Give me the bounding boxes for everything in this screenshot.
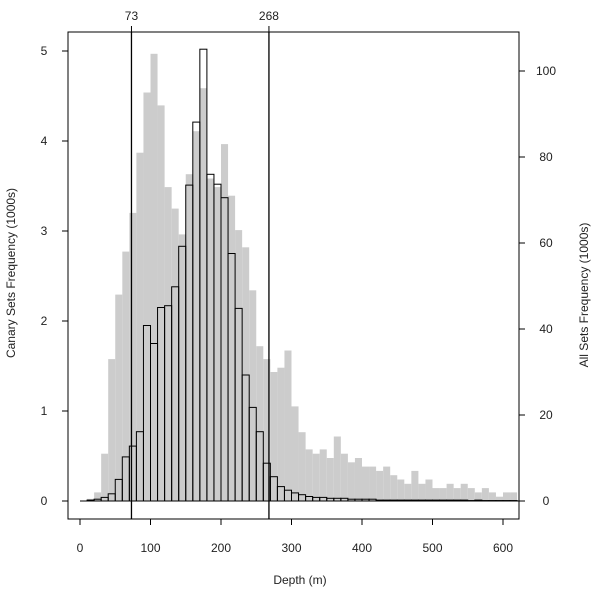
all-sets-bar xyxy=(340,453,348,501)
all-sets-bar xyxy=(418,483,426,501)
all-sets-bar xyxy=(263,359,271,501)
x-tick-label: 500 xyxy=(422,541,442,555)
all-sets-bar xyxy=(369,466,377,501)
reference-lines: 73 268 xyxy=(125,9,279,519)
right-y-tick-label: 60 xyxy=(539,236,553,250)
all-sets-bar xyxy=(481,488,489,501)
all-sets-bar xyxy=(347,462,355,501)
right-y-tick-label: 40 xyxy=(539,322,553,336)
right-y-tick-label: 100 xyxy=(536,64,556,78)
all-sets-bar xyxy=(164,187,172,501)
right-y-axis: 0 20 40 60 80 100 xyxy=(519,64,556,508)
x-axis-title: Depth (m) xyxy=(273,573,326,587)
all-sets-bar xyxy=(206,178,214,501)
right-y-axis-title: All Sets Frequency (1000s) xyxy=(577,223,591,368)
left-y-tick-label: 2 xyxy=(41,314,48,328)
all-sets-bar xyxy=(228,195,236,501)
all-sets-bar xyxy=(291,406,299,501)
all-sets-bar xyxy=(256,346,264,501)
all-sets-bar xyxy=(242,247,250,501)
all-sets-bar xyxy=(178,234,186,501)
all-sets-bar xyxy=(439,488,447,501)
left-y-axis: 0 1 2 3 4 5 xyxy=(41,44,68,508)
all-sets-bar xyxy=(185,174,193,501)
all-sets-bar xyxy=(305,449,313,501)
all-sets-bar xyxy=(425,479,433,501)
right-y-tick-label: 80 xyxy=(539,150,553,164)
all-sets-bar xyxy=(298,432,306,501)
x-axis: 0 100 200 300 400 500 600 xyxy=(77,519,513,555)
all-sets-bar xyxy=(404,483,412,501)
all-sets-bar xyxy=(143,92,151,501)
left-y-tick-label: 5 xyxy=(41,44,48,58)
all-sets-bar xyxy=(488,492,496,501)
all-sets-bars xyxy=(87,53,518,502)
all-sets-bar xyxy=(136,152,144,501)
plot-frame xyxy=(67,31,520,520)
all-sets-bar xyxy=(390,475,398,501)
all-sets-bar xyxy=(249,290,257,501)
all-sets-bar xyxy=(354,458,362,501)
all-sets-bar xyxy=(115,294,123,501)
all-sets-bar xyxy=(503,492,511,501)
all-sets-bar xyxy=(213,187,221,501)
all-sets-bar xyxy=(122,251,130,501)
reference-line-label: 268 xyxy=(259,9,279,23)
all-sets-bar xyxy=(510,492,518,501)
all-sets-bar xyxy=(326,458,334,501)
x-tick-label: 300 xyxy=(281,541,301,555)
reference-line-label: 73 xyxy=(125,9,139,23)
right-y-tick-label: 0 xyxy=(543,494,550,508)
all-sets-bar xyxy=(362,466,370,501)
all-sets-bar xyxy=(199,88,207,501)
all-sets-bar xyxy=(150,53,158,502)
x-tick-label: 600 xyxy=(493,541,513,555)
all-sets-bar xyxy=(319,449,327,501)
all-sets-bar xyxy=(171,208,179,501)
all-sets-bar xyxy=(277,367,285,501)
all-sets-bar xyxy=(495,496,503,501)
left-y-tick-label: 0 xyxy=(41,494,48,508)
all-sets-bar xyxy=(101,453,109,501)
all-sets-bar xyxy=(432,488,440,501)
all-sets-bar xyxy=(411,470,419,501)
x-tick-label: 400 xyxy=(352,541,372,555)
all-sets-bar xyxy=(284,350,292,501)
left-y-axis-title: Canary Sets Frequency (1000s) xyxy=(4,188,18,358)
all-sets-bar xyxy=(192,131,200,501)
all-sets-bar xyxy=(460,483,468,501)
all-sets-bar xyxy=(376,470,384,501)
all-sets-bar xyxy=(467,488,475,501)
all-sets-bar xyxy=(474,492,482,501)
x-tick-label: 200 xyxy=(211,541,231,555)
all-sets-bar xyxy=(108,359,116,501)
left-y-tick-label: 4 xyxy=(41,134,48,148)
all-sets-bar xyxy=(157,105,165,502)
left-y-tick-label: 1 xyxy=(41,404,48,418)
all-sets-bar xyxy=(129,212,137,501)
all-sets-bar xyxy=(446,483,454,501)
all-sets-bar xyxy=(453,488,461,501)
all-sets-bar xyxy=(221,144,229,501)
x-tick-label: 0 xyxy=(77,541,84,555)
all-sets-bar xyxy=(312,453,320,501)
all-sets-bar xyxy=(270,372,278,501)
all-sets-bar xyxy=(383,466,391,501)
all-sets-bar xyxy=(397,479,405,501)
all-sets-bar xyxy=(235,230,243,501)
x-tick-label: 100 xyxy=(140,541,160,555)
all-sets-bar xyxy=(94,492,102,501)
left-y-tick-label: 3 xyxy=(41,224,48,238)
all-sets-bar xyxy=(333,436,341,501)
right-y-tick-label: 20 xyxy=(539,408,553,422)
